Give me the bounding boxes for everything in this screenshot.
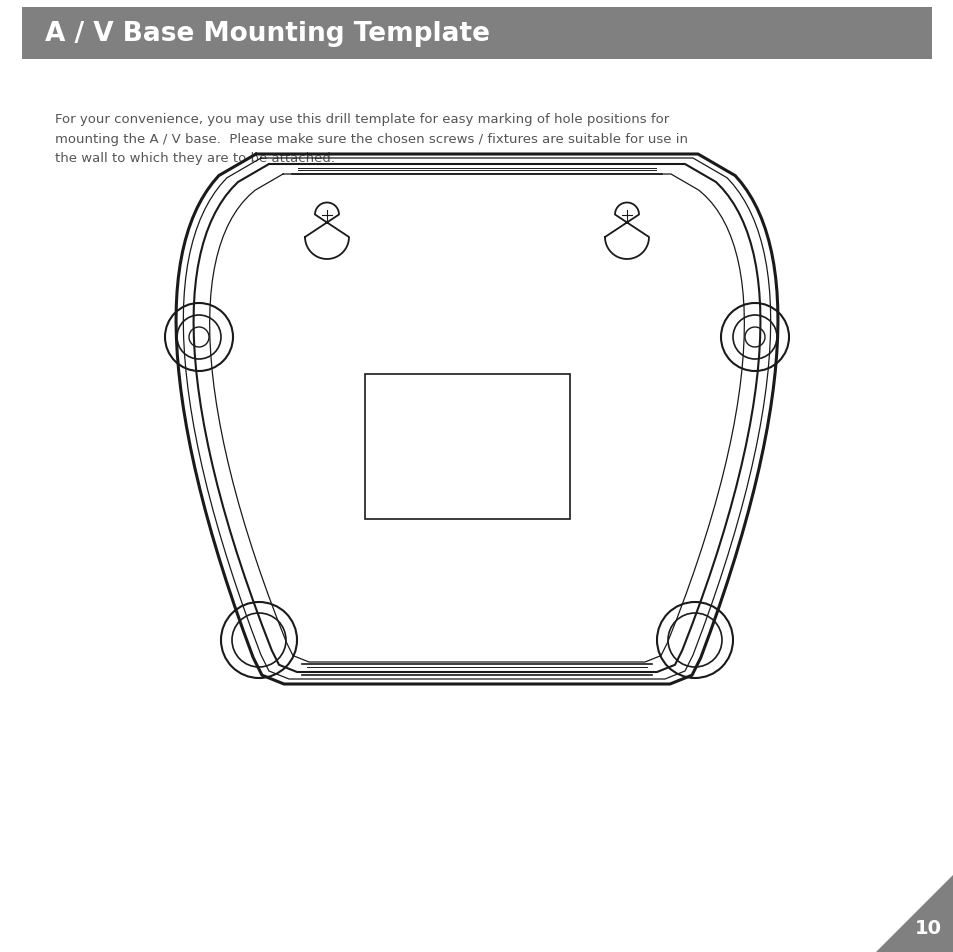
Polygon shape (875, 874, 953, 952)
Text: For your convenience, you may use this drill template for easy marking of hole p: For your convenience, you may use this d… (55, 113, 687, 165)
Bar (22, 8, 931, 60)
Text: A / V Base Mounting Template: A / V Base Mounting Template (45, 21, 490, 47)
Text: 10: 10 (914, 919, 941, 938)
Bar (365, 374, 569, 520)
